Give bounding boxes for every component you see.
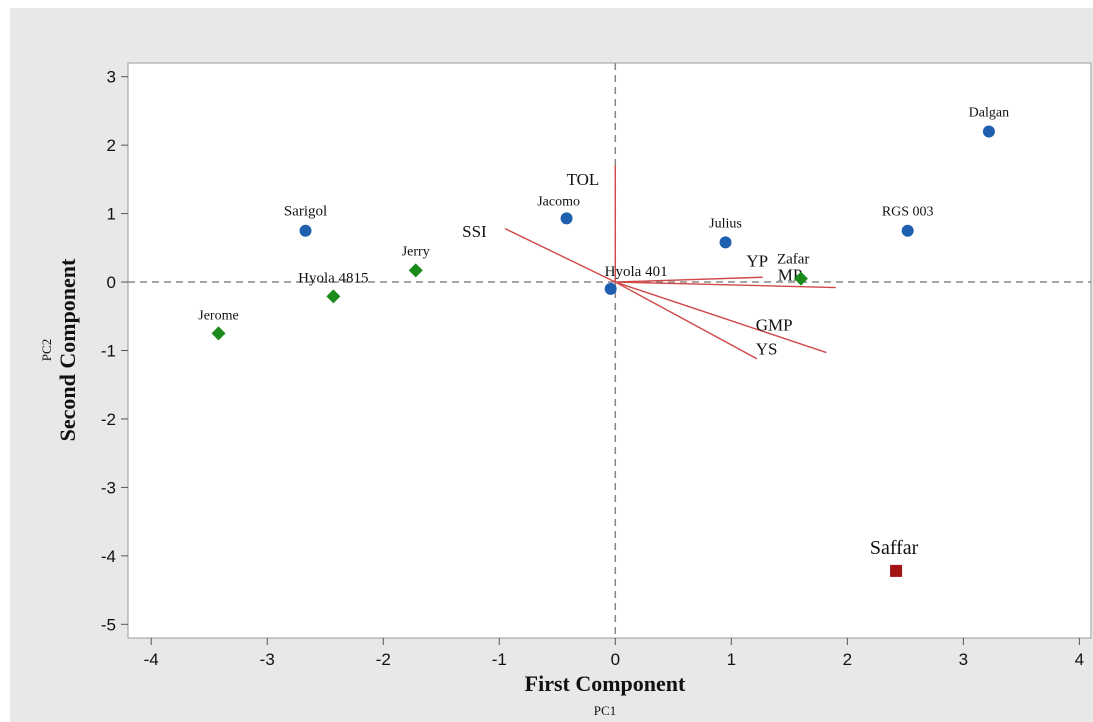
point-label: Jerry bbox=[402, 244, 430, 259]
point-zafar bbox=[793, 271, 808, 286]
y-axis-title: Second Component bbox=[55, 258, 80, 441]
x-axis-title: First Component bbox=[525, 671, 686, 696]
point-jerome bbox=[211, 326, 226, 341]
y-tick-label: -2 bbox=[101, 410, 116, 429]
x-tick-label: 0 bbox=[611, 650, 620, 669]
x-axis-subtitle: PC1 bbox=[594, 703, 616, 718]
x-tick-label: -1 bbox=[492, 650, 507, 669]
point-hyola-4815 bbox=[326, 289, 341, 304]
point-label: Zafar bbox=[777, 252, 809, 268]
reference-lines bbox=[128, 63, 1091, 638]
point-jerry bbox=[408, 263, 423, 278]
point-label: Sarigol bbox=[284, 204, 327, 220]
vector-yp bbox=[615, 276, 763, 283]
vector-ssi bbox=[504, 228, 616, 283]
vector-gmp bbox=[615, 281, 827, 354]
vector-ys bbox=[614, 281, 758, 360]
vector-label: TOL bbox=[567, 170, 600, 189]
y-tick-label: -5 bbox=[101, 615, 116, 634]
point-label: RGS 003 bbox=[882, 205, 934, 220]
point-label: Julius bbox=[709, 216, 742, 231]
x-tick-label: -2 bbox=[376, 650, 391, 669]
vector-label: YP bbox=[746, 251, 768, 270]
vector-label: YS bbox=[756, 340, 778, 359]
y-tick-label: -4 bbox=[101, 547, 116, 566]
x-tick-label: 1 bbox=[727, 650, 736, 669]
point-jacomo bbox=[560, 212, 573, 225]
y-tick-label: 3 bbox=[107, 68, 116, 87]
y-tick-label: -3 bbox=[101, 478, 116, 497]
point-dalgan bbox=[982, 125, 995, 138]
point-label: Dalgan bbox=[969, 105, 1009, 120]
point-hyola-401 bbox=[604, 282, 617, 295]
x-tick-label: 2 bbox=[843, 650, 852, 669]
point-label: Saffar bbox=[870, 537, 919, 559]
y-tick-label: 2 bbox=[107, 136, 116, 155]
x-tick-label: 3 bbox=[959, 650, 968, 669]
y-axis-subtitle: PC2 bbox=[39, 339, 54, 361]
score-points: Dalgan RGS 003 Sarigol Jacomo Julius Hyola 40… bbox=[198, 105, 1009, 577]
point-label: Hyola 4815 bbox=[298, 270, 368, 286]
vector-mp bbox=[615, 281, 836, 289]
chart-background: -4 -3 -2 -1 0 1 2 3 4 -5 -4 -3 -2 -1 0 1 2 3 TOL SSI YP MP GM… bbox=[10, 8, 1093, 722]
point-label: Jacomo bbox=[537, 194, 580, 209]
x-tick-label: 4 bbox=[1075, 650, 1084, 669]
x-tick-label: -4 bbox=[144, 650, 159, 669]
y-tick-label: 1 bbox=[107, 205, 116, 224]
y-tick-label: -1 bbox=[101, 342, 116, 361]
axes-group: -4 -3 -2 -1 0 1 2 3 4 -5 -4 -3 -2 -1 0 1 2 3 bbox=[101, 68, 1084, 669]
point-label: Hyola 401 bbox=[605, 264, 668, 280]
point-julius bbox=[719, 236, 732, 249]
point-rgs-003 bbox=[901, 224, 914, 237]
point-saffar bbox=[890, 564, 903, 577]
vector-label: GMP bbox=[756, 316, 793, 335]
point-label: Jerome bbox=[198, 308, 238, 323]
x-tick-label: -3 bbox=[260, 650, 275, 669]
vector-label: SSI bbox=[462, 222, 487, 241]
y-tick-label: 0 bbox=[107, 273, 116, 292]
plot-area bbox=[127, 62, 1092, 639]
point-sarigol bbox=[299, 224, 312, 237]
